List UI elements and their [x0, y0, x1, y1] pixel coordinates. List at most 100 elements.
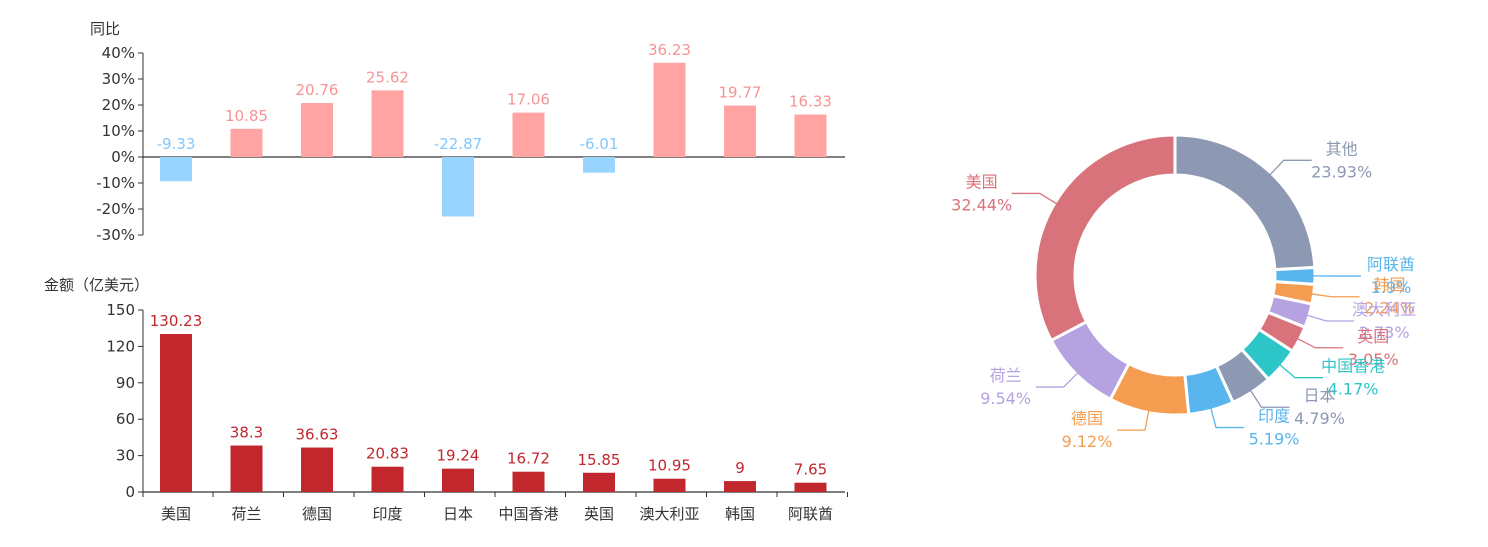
- bar: [230, 445, 263, 492]
- slice-name-label: 德国: [1071, 409, 1103, 428]
- x-tick-label: 美国: [161, 505, 191, 523]
- y-tick-label: 20%: [102, 96, 135, 114]
- leader-line: [1304, 313, 1355, 322]
- x-tick-label: 中国香港: [498, 505, 558, 523]
- y-tick-label: -10%: [96, 174, 135, 192]
- leader-line: [1011, 192, 1059, 206]
- y-tick-label: 0%: [111, 148, 135, 166]
- bar: [301, 103, 333, 157]
- slice-name-label: 韩国: [1373, 276, 1405, 295]
- bar: [160, 333, 192, 492]
- bar: [512, 471, 545, 492]
- bar-value-label: 38.3: [230, 424, 263, 442]
- bar-value-label: 36.23: [648, 41, 691, 59]
- bar-value-label: 10.95: [648, 457, 691, 475]
- slice-name-label: 荷兰: [990, 366, 1022, 385]
- share-donut-chart: 其他 23.93% 阿联酋 1.9%韩国 2.24%澳大利亚 2.73%英国 3.05%中国…: [951, 133, 1416, 451]
- bar-value-label: 20.83: [366, 445, 409, 463]
- bar-value-label: 9: [735, 459, 745, 477]
- y-tick-label: 120: [106, 337, 135, 355]
- y-tick-label: 30: [116, 447, 135, 465]
- slice-percent-label: 4.17%: [1328, 380, 1379, 399]
- leader-line: [1268, 159, 1312, 177]
- leader-line: [1309, 293, 1360, 298]
- slice-name-label: 英国: [1357, 327, 1389, 346]
- bar-value-label: 36.63: [296, 426, 339, 444]
- slice-percent-label: 5.19%: [1249, 430, 1300, 449]
- bar: [371, 466, 404, 492]
- y-tick-label: 60: [116, 410, 135, 428]
- slice-name-label: 澳大利亚: [1352, 300, 1416, 319]
- y-tick-label: 40%: [102, 44, 135, 62]
- bar: [583, 157, 615, 173]
- bar: [512, 112, 545, 157]
- x-tick-label: 韩国: [725, 505, 755, 523]
- leader-line: [1248, 388, 1290, 408]
- yoy-axis-title: 同比: [90, 20, 120, 38]
- bar-value-label: 25.62: [366, 68, 409, 86]
- bar-value-label: -6.01: [580, 135, 619, 153]
- bar-value-label: 19.77: [719, 84, 762, 102]
- y-tick-label: 150: [106, 301, 135, 319]
- slice-name-label: 阿联酋: [1367, 255, 1415, 274]
- y-tick-label: -30%: [96, 226, 135, 244]
- slice-percent-label: 1.9%: [1371, 278, 1412, 297]
- bar: [160, 157, 192, 182]
- bar-value-label: -9.33: [157, 135, 196, 153]
- amount-bar-chart: 金额（亿美元） 0 30 60 90 120 150 130.23 美国 38.3 荷兰 36.63…: [44, 276, 848, 523]
- donut-slice: [1173, 133, 1317, 272]
- leader-line: [1117, 408, 1150, 431]
- slice-name-label: 日本: [1303, 386, 1335, 405]
- bar-value-label: 19.24: [437, 447, 480, 465]
- slice-percent-label: 3.05%: [1348, 350, 1399, 369]
- bar-value-label: 20.76: [296, 81, 339, 99]
- bar-value-label: 130.23: [150, 312, 203, 330]
- y-tick-label: 90: [116, 374, 135, 392]
- bar-value-label: -22.87: [434, 135, 482, 153]
- donut-slice: [1033, 133, 1177, 343]
- slice-percent-label: 9.54%: [980, 389, 1031, 408]
- slice-percent-label: 4.79%: [1294, 409, 1345, 428]
- bar-value-label: 15.85: [578, 451, 621, 469]
- bar: [653, 62, 686, 157]
- bar: [724, 481, 756, 492]
- x-tick-label: 英国: [584, 505, 614, 523]
- y-tick-label: -20%: [96, 200, 135, 218]
- bar: [653, 478, 686, 492]
- x-tick-label: 印度: [372, 505, 402, 523]
- bar-value-label: 16.33: [789, 93, 832, 111]
- x-tick-label: 阿联酋: [788, 505, 833, 523]
- y-tick-label: 0: [125, 483, 135, 501]
- leader-line: [1035, 370, 1080, 388]
- slice-percent-label: 32.44%: [951, 195, 1012, 214]
- x-tick-label: 荷兰: [231, 505, 261, 523]
- leader-line: [1209, 406, 1245, 429]
- slice-name-label: 其他: [1326, 139, 1358, 158]
- slice-percent-label: 2.24%: [1364, 299, 1415, 318]
- bar: [442, 468, 474, 492]
- x-tick-label: 日本: [443, 505, 473, 523]
- bar: [301, 447, 333, 492]
- leader-line: [1295, 337, 1344, 349]
- yoy-bar-chart: 同比 -30% -20% -10% 0% 10% 20% 30% 40% -9.33 10.85 2…: [90, 20, 845, 244]
- slice-percent-label: 9.12%: [1062, 432, 1113, 451]
- bar: [371, 90, 404, 157]
- slice-name-label: 中国香港: [1321, 357, 1385, 376]
- slice-percent-label: 23.93%: [1311, 162, 1372, 181]
- bar-value-label: 7.65: [794, 461, 827, 479]
- leader-line: [1277, 362, 1324, 379]
- x-tick-label: 德国: [302, 505, 332, 523]
- slice-name-label: 印度: [1258, 407, 1290, 426]
- bar: [794, 114, 827, 157]
- bar-value-label: 16.72: [507, 450, 550, 468]
- slice-percent-label: 2.73%: [1359, 323, 1410, 342]
- bar: [794, 482, 827, 492]
- bar-value-label: 17.06: [507, 91, 550, 109]
- bar: [583, 472, 615, 492]
- slice-name-label: 美国: [966, 172, 998, 191]
- x-tick-label: 澳大利亚: [639, 505, 699, 523]
- amount-axis-title: 金额（亿美元）: [44, 276, 149, 294]
- bar: [230, 128, 263, 157]
- bar: [724, 105, 756, 157]
